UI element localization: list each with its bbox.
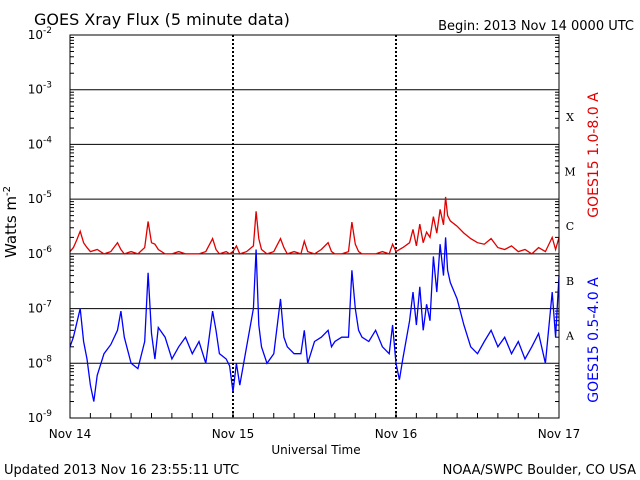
- y-axis-label: Watts m-2: [2, 186, 20, 258]
- y-tick-base-0: 10: [28, 28, 43, 42]
- y-tick-exp-5: -7: [43, 300, 52, 310]
- flare-class-a: A: [565, 330, 575, 343]
- y-tick-label-2: 10-4: [28, 135, 53, 151]
- x-tick-label-3: Nov 17: [538, 427, 581, 441]
- y-tick-label-4: 10-6: [28, 245, 53, 261]
- y-tick-base-7: 10: [28, 411, 43, 425]
- y-tick-exp-6: -8: [43, 354, 52, 364]
- y-tick-labels: 10-210-310-410-510-610-710-810-9: [28, 26, 53, 425]
- y-tick-base-6: 10: [28, 356, 43, 370]
- y-axis-label-text: Watts m: [2, 196, 20, 258]
- flare-class-m: M: [564, 166, 575, 179]
- series-line-0: [69, 196, 560, 255]
- y-tick-exp-7: -9: [43, 409, 52, 419]
- x-tick-label-2: Nov 16: [375, 427, 418, 441]
- flare-class-b: B: [566, 275, 574, 288]
- grid-lines: [70, 35, 559, 418]
- updated-label: Updated 2013 Nov 16 23:55:11 UTC: [4, 463, 239, 478]
- y-tick-label-7: 10-9: [28, 409, 53, 425]
- begin-label: Begin: 2013 Nov 14 0000 UTC: [438, 19, 634, 34]
- y-tick-base-5: 10: [28, 302, 43, 316]
- flare-class-x: X: [566, 111, 574, 124]
- x-tick-label-1: Nov 15: [212, 427, 255, 441]
- legend-series-short: GOES15 0.5-4.0 A: [586, 277, 602, 403]
- y-tick-base-1: 10: [28, 83, 43, 97]
- y-tick-base-4: 10: [28, 247, 43, 261]
- series-lines: [69, 196, 560, 402]
- x-axis-label: Universal Time: [271, 443, 360, 457]
- y-tick-label-0: 10-2: [28, 26, 52, 42]
- series-line-1: [69, 237, 560, 402]
- plot-frame: [69, 34, 560, 419]
- x-tick-label-0: Nov 14: [49, 427, 92, 441]
- y-tick-exp-1: -3: [43, 81, 52, 91]
- y-tick-label-3: 10-5: [28, 190, 52, 206]
- minor-ticks: [69, 37, 559, 418]
- y-axis-label-sup: -2: [2, 186, 13, 196]
- y-tick-label-6: 10-8: [28, 354, 53, 370]
- flare-class-labels: X M C B A: [564, 111, 575, 343]
- y-tick-exp-2: -4: [43, 135, 52, 145]
- y-tick-exp-3: -5: [43, 190, 52, 200]
- credit-label: NOAA/SWPC Boulder, CO USA: [443, 463, 636, 478]
- legend-series-long: GOES15 1.0-8.0 A: [586, 92, 602, 218]
- flare-class-c: C: [566, 220, 574, 233]
- y-tick-base-2: 10: [28, 137, 43, 151]
- y-tick-label-1: 10-3: [28, 81, 52, 97]
- y-tick-exp-0: -2: [43, 26, 52, 36]
- x-tick-labels: Nov 14 Nov 15 Nov 16 Nov 17: [49, 427, 581, 441]
- y-tick-base-3: 10: [28, 192, 43, 206]
- chart-title: GOES Xray Flux (5 minute data): [34, 10, 290, 29]
- y-tick-label-5: 10-7: [28, 300, 52, 316]
- y-tick-exp-4: -6: [43, 245, 52, 255]
